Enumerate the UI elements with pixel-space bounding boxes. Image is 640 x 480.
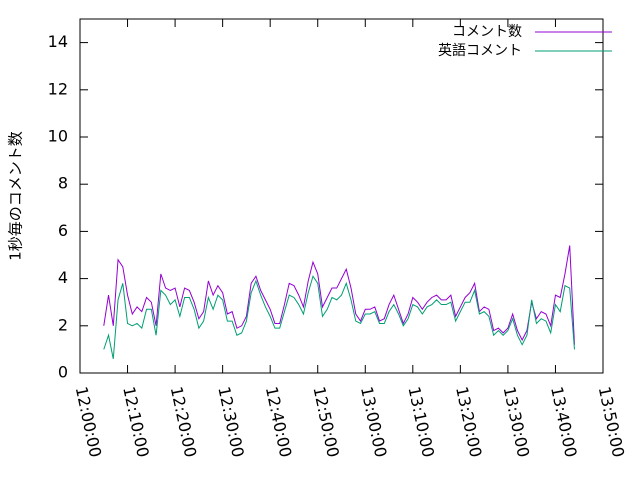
y-axis-label: 1秒毎のコメント数 — [7, 131, 25, 261]
series-line — [103, 245, 575, 345]
series-line — [103, 275, 575, 359]
y-tick-label: 2 — [58, 315, 68, 334]
y-tick-label: 12 — [48, 79, 68, 98]
plot-border — [79, 18, 604, 374]
legend-label: 英語コメント — [438, 42, 522, 59]
y-tick-label: 10 — [48, 127, 68, 146]
legend-label: コメント数 — [452, 24, 522, 40]
y-tick-label: 8 — [58, 174, 68, 193]
y-tick-label: 6 — [58, 221, 68, 240]
y-tick-label: 14 — [48, 32, 68, 51]
y-tick-label: 4 — [58, 268, 68, 287]
y-tick-label: 0 — [58, 363, 68, 382]
